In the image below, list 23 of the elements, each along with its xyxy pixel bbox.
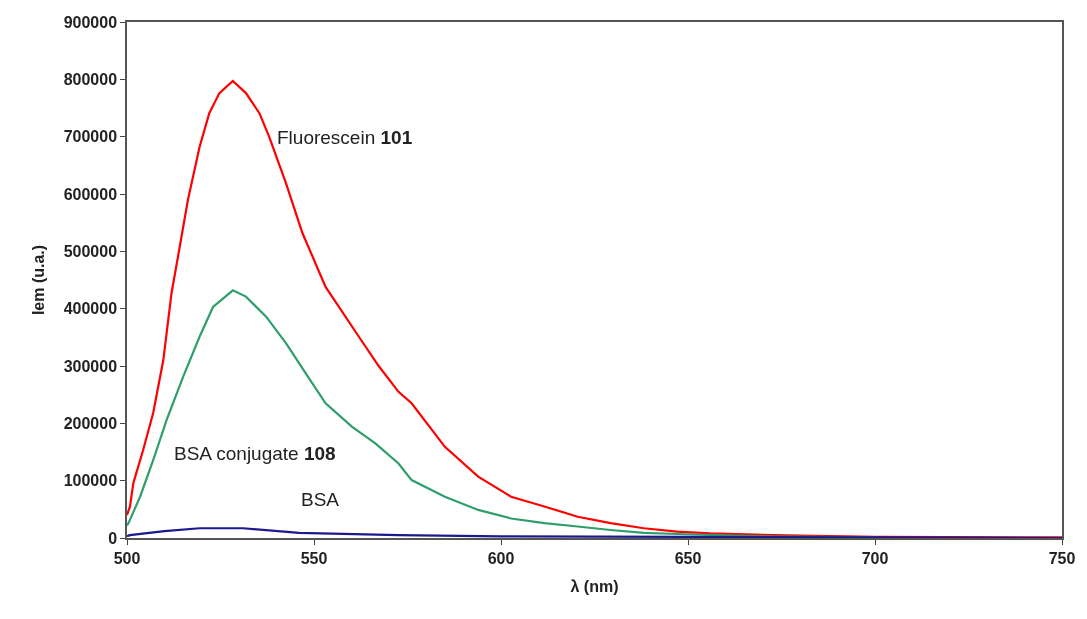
x-tick-label: 650 (674, 549, 702, 567)
y-tick-label: 200000 (63, 414, 118, 432)
y-tick-label: 300000 (63, 357, 118, 375)
series-label: BSA conjugate 108 (174, 443, 336, 464)
y-tick-label: 700000 (63, 128, 118, 146)
y-tick-label: 800000 (63, 70, 118, 88)
line-series (127, 527, 1062, 538)
x-tick-label: 550 (300, 549, 328, 567)
y-tick-label: 900000 (63, 13, 118, 31)
line-series (127, 79, 1062, 538)
y-axis-title: Iem (u.a.) (30, 244, 48, 316)
x-tick-label: 500 (113, 549, 141, 567)
x-axis-title: λ (nm) (570, 578, 619, 596)
x-tick-label: 750 (1048, 549, 1076, 567)
series-label: Fluorescein 101 (277, 127, 413, 148)
y-tick-label: 600000 (63, 185, 118, 203)
series-label: BSA (301, 489, 340, 510)
y-tick-label: 400000 (63, 300, 118, 318)
x-tick-label: 600 (487, 549, 515, 567)
y-tick-label: 100000 (63, 472, 118, 490)
x-tick-label: 700 (861, 549, 889, 567)
y-tick-label: 500000 (63, 242, 118, 260)
y-tick-label: 0 (108, 529, 118, 547)
